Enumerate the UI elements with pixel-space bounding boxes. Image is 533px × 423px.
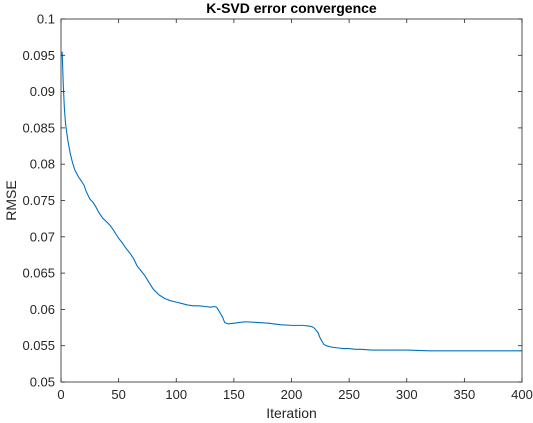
x-tick-label: 350 — [454, 387, 476, 402]
x-tick-label: 300 — [396, 387, 418, 402]
x-tick-label: 100 — [165, 387, 187, 402]
y-axis-label: RMSE — [3, 180, 19, 220]
y-tick-label: 0.07 — [30, 229, 55, 244]
y-tick-label: 0.05 — [30, 375, 55, 390]
y-tick-label: 0.06 — [30, 302, 55, 317]
plot-area — [61, 19, 522, 382]
y-tick-label: 0.065 — [22, 266, 55, 281]
x-tick-label: 400 — [511, 387, 533, 402]
x-axis-label: Iteration — [266, 405, 317, 421]
x-tick-label: 150 — [223, 387, 245, 402]
y-tick-label: 0.085 — [22, 120, 55, 135]
plot-background — [61, 19, 522, 382]
x-tick-label: 250 — [338, 387, 360, 402]
x-tick-label: 50 — [111, 387, 125, 402]
y-tick-label: 0.075 — [22, 193, 55, 208]
y-tick-label: 0.09 — [30, 84, 55, 99]
x-axis-ticks: 0 50 100 150 200 250 300 350 400 — [57, 19, 533, 402]
y-tick-label: 0.095 — [22, 48, 55, 63]
y-tick-label: 0.1 — [37, 12, 55, 27]
x-tick-label: 200 — [281, 387, 303, 402]
chart-title: K-SVD error convergence — [206, 0, 377, 16]
y-axis-ticks: 0.05 0.055 0.06 0.065 0.07 0.075 0.08 0.085 0.09… — [22, 12, 522, 390]
y-tick-label: 0.055 — [22, 338, 55, 353]
x-tick-label: 0 — [57, 387, 64, 402]
series-line-1 — [61, 51, 522, 352]
y-tick-label: 0.08 — [30, 157, 55, 172]
